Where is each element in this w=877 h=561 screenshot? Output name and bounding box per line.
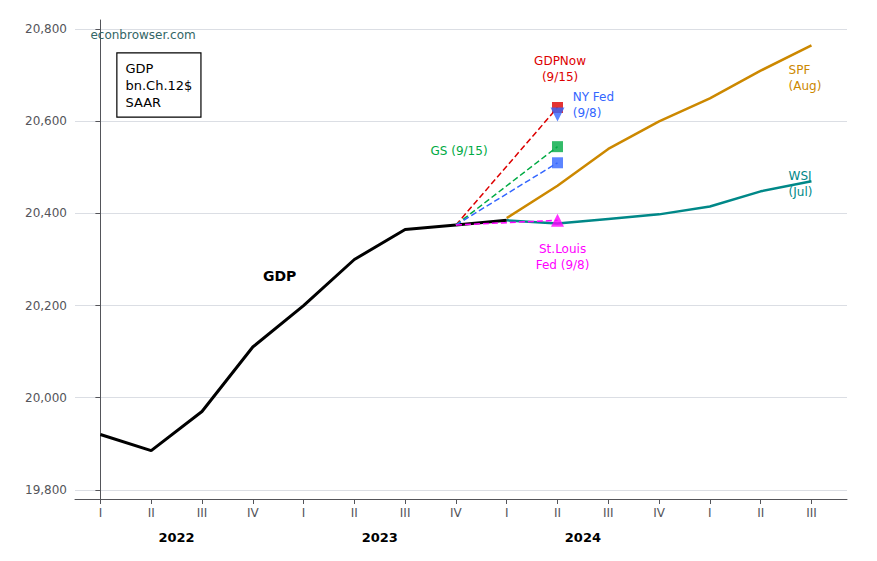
svg-text:bn.Ch.12$: bn.Ch.12$: [125, 78, 192, 93]
svg-text:(9/15): (9/15): [542, 70, 578, 84]
svg-text:(Jul): (Jul): [789, 185, 813, 199]
svg-text:GS (9/15): GS (9/15): [431, 144, 488, 158]
svg-text:IV: IV: [653, 506, 666, 520]
svg-text:II: II: [351, 506, 358, 520]
svg-text:III: III: [400, 506, 411, 520]
svg-text:IV: IV: [247, 506, 260, 520]
svg-text:II: II: [757, 506, 764, 520]
svg-text:2023: 2023: [362, 530, 398, 545]
svg-text:II: II: [148, 506, 155, 520]
svg-text:IV: IV: [450, 506, 463, 520]
svg-text:WSJ: WSJ: [789, 169, 812, 183]
svg-text:III: III: [806, 506, 817, 520]
svg-text:20,600: 20,600: [25, 114, 67, 128]
svg-text:II: II: [554, 506, 561, 520]
svg-text:econbrowser.com: econbrowser.com: [90, 28, 195, 42]
svg-text:20,800: 20,800: [25, 22, 67, 36]
svg-text:III: III: [197, 506, 208, 520]
svg-text:I: I: [708, 506, 712, 520]
svg-text:SAAR: SAAR: [125, 95, 161, 110]
svg-text:I: I: [505, 506, 509, 520]
svg-text:SPF: SPF: [789, 63, 811, 77]
svg-text:(9/8): (9/8): [573, 106, 602, 120]
svg-text:19,800: 19,800: [25, 483, 67, 497]
svg-text:Fed (9/8): Fed (9/8): [536, 258, 590, 272]
svg-text:2022: 2022: [158, 530, 194, 545]
svg-text:20,000: 20,000: [25, 391, 67, 405]
svg-text:GDP: GDP: [125, 61, 153, 76]
svg-text:I: I: [99, 506, 103, 520]
svg-text:2024: 2024: [565, 530, 601, 545]
svg-text:GDPNow: GDPNow: [534, 54, 586, 68]
svg-text:20,400: 20,400: [25, 206, 67, 220]
svg-text:St.Louis: St.Louis: [539, 242, 586, 256]
svg-text:GDP: GDP: [263, 268, 296, 284]
svg-text:(Aug): (Aug): [789, 79, 822, 93]
svg-text:20,200: 20,200: [25, 299, 67, 313]
svg-text:I: I: [302, 506, 306, 520]
svg-text:III: III: [603, 506, 614, 520]
svg-text:NY Fed: NY Fed: [573, 90, 614, 104]
